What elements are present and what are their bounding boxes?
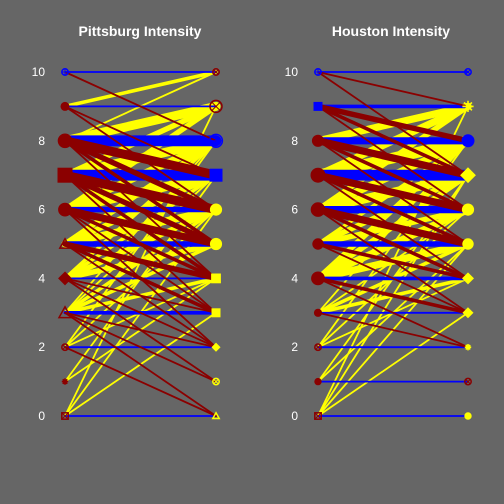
link-line [63,242,218,315]
right-node [209,99,223,114]
link-line [316,207,470,281]
link-line [64,346,217,417]
left-node [57,305,73,319]
right-node [209,237,223,251]
right-node [462,100,474,112]
left-node [61,68,69,76]
links [312,71,474,417]
left-node [57,133,73,149]
link-line [314,206,472,248]
y-tick-label: 10 [32,65,46,79]
link-line [316,104,470,177]
left-node [58,202,72,217]
left-node [60,101,70,111]
left-node [61,343,69,352]
left-node [310,202,326,217]
left-node [311,134,325,147]
link-line [62,172,219,247]
right-node [209,168,223,182]
right-node [462,307,474,319]
link-line [63,70,218,109]
link-line [64,105,217,177]
right-node [460,167,476,184]
right-node [208,133,224,148]
link-line [315,103,471,144]
right-node [464,412,472,420]
chart-panel-2: Houston Intensity 0 2 4 6 8 10 [285,23,476,423]
left-node [314,377,322,386]
link-line [314,137,472,179]
link-line [64,311,217,349]
y-tick-label: 4 [291,271,298,285]
y-tick-label: 6 [38,203,45,217]
right-node [212,377,220,386]
y-tick-label: 0 [38,409,45,423]
link-line [60,170,221,215]
left-node [58,271,72,286]
right-node [211,308,221,318]
link-line [64,311,217,417]
left-node [314,343,322,352]
left-node [57,167,73,183]
link-line [314,171,472,214]
left-node [314,412,322,420]
chart-title: Pittsburg Intensity [79,23,202,39]
link-line [317,311,469,417]
link-line [62,241,219,282]
right-node [212,68,220,76]
left-node [314,68,322,76]
link-line [317,243,469,314]
right-node [464,377,472,386]
link-line [316,173,470,246]
link-line [64,71,217,142]
right-node [211,411,221,420]
left-node [311,271,325,286]
y-tick-label: 2 [38,340,45,354]
y-tick-label: 8 [38,134,45,148]
left-node [61,378,69,385]
link-line [64,311,217,383]
right-node [211,342,221,352]
left-node [313,101,323,111]
link-line [63,207,218,281]
link-line [60,136,221,180]
link-line [317,71,469,108]
nodes [310,68,476,420]
y-tick-label: 8 [291,134,298,148]
chart-title: Houston Intensity [332,23,450,39]
nodes [57,68,224,420]
y-tick-label: 6 [291,203,298,217]
link-line [60,101,221,146]
left-node [312,238,324,250]
right-node [464,68,472,76]
link-line [64,277,217,314]
link-line [316,139,470,212]
chart-panel-1: Pittsburg Intensity 0 2 4 6 8 10 [32,23,224,423]
right-node [462,272,474,285]
right-node [464,344,472,351]
left-node [58,237,72,249]
link-line [61,206,220,248]
link-line [317,277,469,349]
left-node [310,167,326,183]
y-tick-label: 2 [291,340,298,354]
link-line [64,277,217,349]
right-node [462,238,474,250]
y-tick-label: 4 [38,271,45,285]
links [59,70,222,417]
right-node [209,203,223,216]
y-tick-label: 10 [285,65,299,79]
right-node [461,203,475,216]
left-node [61,412,69,420]
y-tick-label: 0 [291,409,298,423]
link-line [317,311,469,349]
link-line [62,138,219,213]
link-line [316,242,470,281]
right-node [461,134,475,148]
link-line [316,276,470,315]
right-node [211,273,221,284]
left-node [313,308,323,317]
